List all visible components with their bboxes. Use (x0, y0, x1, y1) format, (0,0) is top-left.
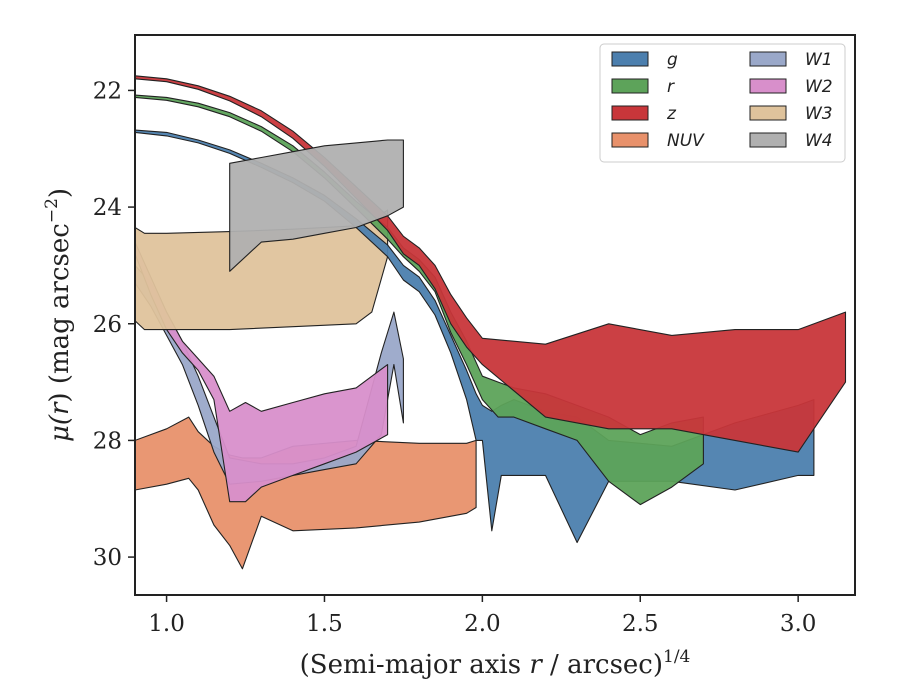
y-axis-label-close: ) (45, 188, 75, 198)
x-axis-label-main: (Semi-major axis (300, 650, 530, 680)
y-axis-label: μ(r) (mag arcsec−2) (42, 188, 75, 442)
legend-swatch-w3 (749, 105, 787, 121)
series-band-w4 (229, 139, 404, 272)
x-tick-label: 1.5 (306, 611, 343, 637)
legend-swatch-w4 (749, 132, 787, 148)
legend-swatch-r (611, 78, 649, 94)
y-tick-label: 30 (93, 545, 122, 571)
legend-swatch-w2 (749, 78, 787, 94)
tick-layer: 1.0 1.5 2.0 2.5 3.0 22 24 26 28 30 (93, 78, 817, 637)
legend-swatch-w1 (749, 51, 787, 67)
legend-label-g: g (667, 50, 678, 70)
series-band-w2 (135, 241, 389, 503)
legend: grz NUV W1 W2 W3 W4 (599, 43, 846, 163)
legend-label-z: z (666, 104, 677, 124)
legend-label-w4: W4 (805, 131, 833, 151)
x-axis-label-var: r (529, 650, 543, 680)
legend-swatch-nuv (611, 132, 649, 148)
x-tick-label: 2.0 (464, 611, 501, 637)
legend-swatch-z (611, 105, 649, 121)
series-band-w1 (135, 264, 404, 485)
x-axis-label: (Semi-major axis r / arcsec)1/4 (300, 647, 691, 680)
legend-label-nuv: NUV (667, 131, 705, 151)
legend-label-w3: W3 (805, 104, 833, 124)
y-axis-label-var: r (45, 401, 75, 415)
x-tick-label: 3.0 (780, 611, 817, 637)
legend-label-w2: W2 (805, 77, 833, 97)
x-axis-label-unit: / arcsec) (542, 650, 663, 680)
legend-swatch-g (611, 51, 649, 67)
series-band-g (135, 129, 815, 544)
y-axis-label-exponent: −2 (42, 198, 62, 223)
x-tick-label: 1.0 (148, 611, 185, 637)
legend-label-w1: W1 (805, 50, 833, 70)
series-layer (135, 75, 847, 570)
y-tick-label: 28 (93, 428, 122, 454)
y-tick-label: 24 (93, 195, 122, 221)
y-axis-label-main: μ( (45, 414, 75, 442)
legend-label-r: r (667, 77, 675, 97)
y-axis-label-unit: ) (mag arcsec (45, 223, 75, 402)
y-tick-label: 22 (93, 78, 122, 104)
y-tick-label: 26 (93, 312, 122, 338)
plot-frame (134, 34, 856, 596)
x-tick-label: 2.5 (622, 611, 659, 637)
x-axis-label-exponent: 1/4 (663, 647, 690, 667)
